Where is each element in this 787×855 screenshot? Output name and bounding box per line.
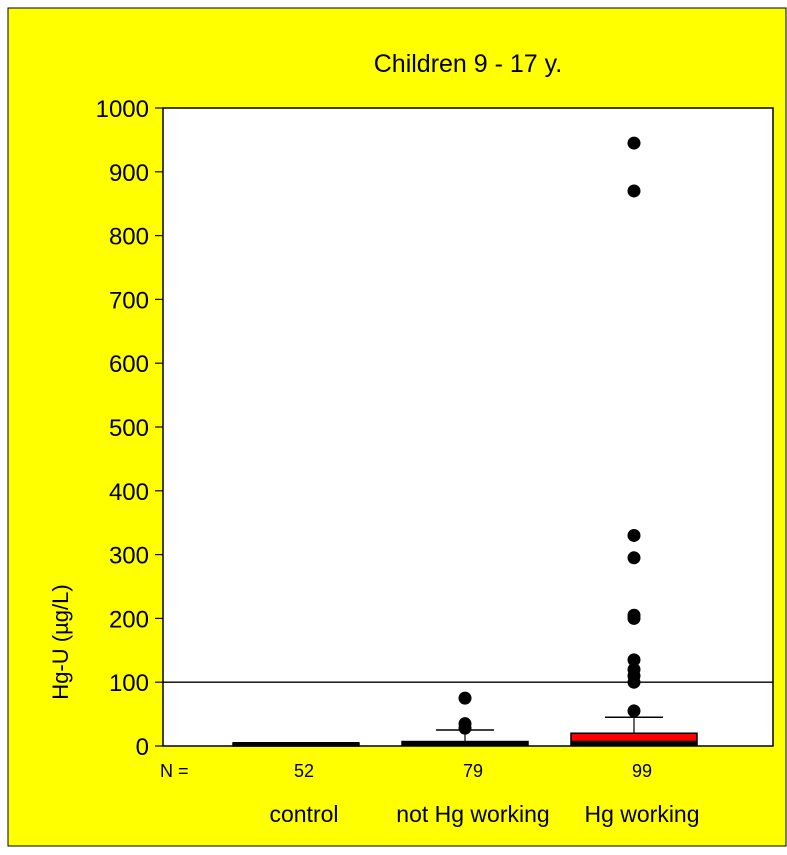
y-tick-label: 1000 [96, 96, 149, 123]
n-value: 99 [632, 761, 652, 781]
category-label: not Hg working [396, 801, 549, 827]
y-tick-label: 400 [109, 479, 149, 506]
n-value: 52 [294, 761, 314, 781]
y-tick-label: 800 [109, 224, 149, 251]
y-tick-label: 500 [109, 415, 149, 442]
y-tick-label: 300 [109, 543, 149, 570]
outlier-point [627, 608, 641, 622]
outlier-point [458, 717, 472, 731]
y-tick-label: 100 [109, 670, 149, 697]
median-band [571, 740, 697, 745]
outlier-point [627, 653, 641, 667]
box-group [232, 742, 360, 747]
median-band [233, 742, 359, 746]
outlier-point [627, 136, 641, 150]
outlier-point [458, 691, 472, 705]
n-value: 79 [463, 761, 483, 781]
y-tick-label: 200 [109, 606, 149, 633]
box-group [570, 136, 698, 746]
outlier-point [627, 551, 641, 565]
y-tick-label: 900 [109, 160, 149, 187]
category-label: control [269, 801, 338, 827]
n-label: N = [160, 761, 189, 781]
plot-area [162, 107, 774, 747]
median-band [402, 741, 528, 746]
chart-title: Children 9 - 17 y. [374, 50, 563, 78]
y-tick-label: 600 [109, 351, 149, 378]
outlier-point [627, 184, 641, 198]
boxes-layer [232, 136, 698, 747]
outlier-point [627, 704, 641, 718]
outlier-point [627, 528, 641, 542]
y-tick-label: 700 [109, 287, 149, 314]
box-group [401, 691, 529, 747]
y-axis-label: Hg-U (µg/L) [48, 584, 73, 699]
category-label: Hg working [584, 801, 699, 827]
y-tick-label: 0 [136, 734, 149, 761]
outlier-point [627, 662, 641, 676]
axis-layer: 0 100 200 300 400 500 600 700 800 900 1000 52 contro… [96, 96, 700, 827]
